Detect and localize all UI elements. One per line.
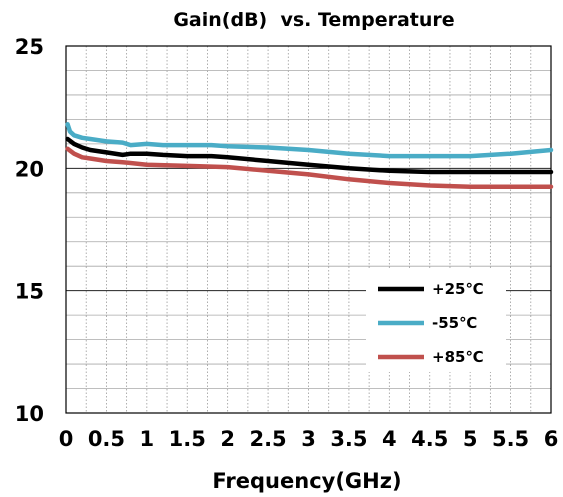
y-tick-label: 20 — [15, 157, 44, 181]
x-tick-label: 2.5 — [249, 427, 286, 451]
x-tick-label: 4.5 — [411, 427, 448, 451]
x-axis-ticks: 0 0.5 1 1.5 2 2.5 3 3.5 4 4.5 5 5.5 6 — [59, 427, 559, 451]
x-tick-label: 3.5 — [330, 427, 367, 451]
x-tick-label: 1.5 — [169, 427, 206, 451]
x-tick-label: 0 — [59, 427, 74, 451]
chart-title: Gain(dB) vs. Temperature — [173, 9, 454, 31]
x-tick-label: 5 — [463, 427, 478, 451]
x-tick-label: 0.5 — [88, 427, 125, 451]
x-axis-label: Frequency(GHz) — [212, 469, 401, 493]
y-tick-label: 10 — [15, 402, 44, 426]
x-tick-label: 2 — [220, 427, 235, 451]
x-tick-label: 1 — [140, 427, 155, 451]
series-line-3 — [65, 146, 554, 189]
legend: +25℃ -55℃ +85℃ — [366, 268, 506, 372]
x-tick-label: 5.5 — [492, 427, 529, 451]
y-tick-label: 15 — [15, 280, 44, 304]
legend-box — [366, 268, 506, 372]
y-axis-ticks: 10 15 20 25 — [15, 35, 44, 426]
legend-label: +25℃ — [432, 280, 484, 298]
y-tick-label: 25 — [15, 35, 44, 59]
x-tick-label: 4 — [382, 427, 397, 451]
legend-label: -55℃ — [432, 314, 477, 332]
series-line-2 — [65, 122, 554, 159]
series-lines — [65, 122, 554, 189]
x-tick-label: 6 — [544, 427, 559, 451]
series-line-1 — [65, 136, 554, 175]
x-tick-label: 3 — [301, 427, 316, 451]
legend-label: +85℃ — [432, 348, 484, 366]
plot-area-frame — [65, 45, 552, 414]
